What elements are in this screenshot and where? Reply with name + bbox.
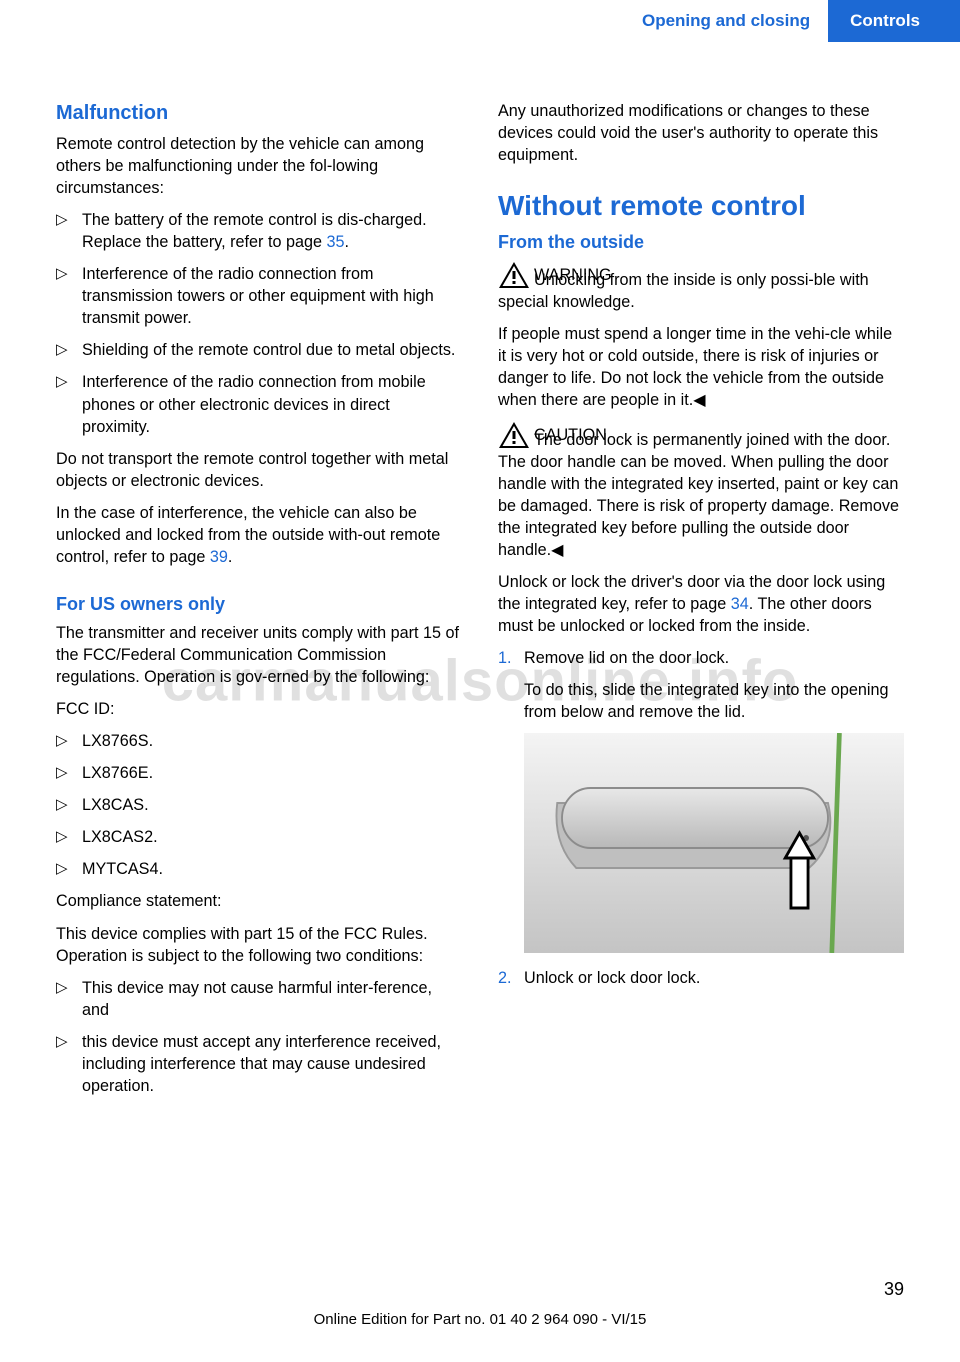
page-ref[interactable]: 39 — [210, 548, 228, 566]
list-item: The battery of the remote control is dis… — [56, 209, 462, 253]
page-number: 39 — [884, 1279, 904, 1300]
text: . — [228, 548, 233, 566]
heading-from-outside: From the outside — [498, 230, 904, 254]
text: In the case of interference, the vehicle… — [56, 504, 440, 566]
list-item: MYTCAS4. — [56, 858, 462, 880]
list-text: Shielding of the remote control due to m… — [82, 341, 455, 359]
compliance-conditions: This device may not cause harmful inter‐… — [56, 977, 462, 1097]
step-item: 1. Remove lid on the door lock. To do th… — [498, 647, 904, 953]
warning-body-2: If people must spend a longer time in th… — [498, 323, 904, 411]
list-item: LX8CAS2. — [56, 826, 462, 848]
fcc-id-label: FCC ID: — [56, 698, 462, 720]
malfunction-p1: Do not transport the remote control toge… — [56, 448, 462, 492]
malfunction-p2: In the case of interference, the vehicle… — [56, 502, 462, 568]
list-item: LX8766E. — [56, 762, 462, 784]
page-ref[interactable]: 35 — [326, 233, 344, 251]
caution-body: The door lock is permanently joined with… — [498, 429, 904, 561]
caution-icon — [498, 421, 530, 449]
warning-body-1: Unlocking from the inside is only possi‐… — [498, 269, 904, 313]
step-extra: To do this, slide the integrated key int… — [524, 679, 904, 723]
list-text: Interference of the radio connection fro… — [82, 265, 434, 327]
list-text: this device must accept any interference… — [82, 1033, 441, 1095]
list-text: LX8CAS2. — [82, 828, 158, 846]
list-text: MYTCAS4. — [82, 860, 163, 878]
warning-icon — [498, 261, 530, 289]
column-right: Any unauthorized modifications or change… — [498, 100, 904, 1107]
steps-list: 1. Remove lid on the door lock. To do th… — [498, 647, 904, 989]
list-item: Interference of the radio connection fro… — [56, 263, 462, 329]
list-text: LX8766S. — [82, 732, 153, 750]
malfunction-list: The battery of the remote control is dis… — [56, 209, 462, 437]
list-item: This device may not cause harmful inter‐… — [56, 977, 462, 1021]
malfunction-intro: Remote control detection by the vehicle … — [56, 133, 462, 199]
list-text: LX8CAS. — [82, 796, 149, 814]
heading-us-owners: For US owners only — [56, 592, 462, 616]
usowners-p2: This device complies with part 15 of the… — [56, 923, 462, 967]
header-section: Controls — [828, 0, 960, 42]
usowners-p1: The transmitter and receiver units compl… — [56, 622, 462, 688]
door-handle-figure — [524, 733, 904, 953]
compliance-label: Compliance statement: — [56, 890, 462, 912]
footer-edition: Online Edition for Part no. 01 40 2 964 … — [0, 1311, 960, 1328]
heading-without-remote: Without remote control — [498, 190, 904, 222]
warning-block: WARNING Unlocking from the inside is onl… — [498, 261, 904, 411]
heading-malfunction: Malfunction — [56, 100, 462, 127]
fcc-id-list: LX8766S. LX8766E. LX8CAS. LX8CAS2. MYTCA… — [56, 730, 462, 880]
list-item: Interference of the radio connection fro… — [56, 371, 462, 437]
list-text: LX8766E. — [82, 764, 153, 782]
list-item: Shielding of the remote control due to m… — [56, 339, 462, 361]
unauthorized-note: Any unauthorized modifications or change… — [498, 100, 904, 166]
unlock-paragraph: Unlock or lock the driver's door via the… — [498, 571, 904, 637]
header-chapter: Opening and closing — [624, 0, 828, 42]
page-body: Malfunction Remote control detection by … — [0, 42, 960, 1107]
caution-block: CAUTION The door lock is permanently joi… — [498, 421, 904, 561]
list-item: this device must accept any interference… — [56, 1031, 462, 1097]
list-text: The battery of the remote control is dis… — [82, 211, 427, 251]
list-text: . — [344, 233, 349, 251]
column-left: Malfunction Remote control detection by … — [56, 100, 462, 1107]
page-ref[interactable]: 34 — [731, 595, 749, 613]
list-text: This device may not cause harmful inter‐… — [82, 979, 432, 1019]
step-number: 1. — [498, 647, 512, 669]
step-text: Unlock or lock door lock. — [524, 969, 700, 987]
step-number: 2. — [498, 967, 512, 989]
step-text: Remove lid on the door lock. — [524, 649, 729, 667]
list-item: LX8766S. — [56, 730, 462, 752]
list-item: LX8CAS. — [56, 794, 462, 816]
list-text: Interference of the radio connection fro… — [82, 373, 426, 435]
step-item: 2. Unlock or lock door lock. — [498, 967, 904, 989]
page-header: Opening and closing Controls — [0, 0, 960, 42]
